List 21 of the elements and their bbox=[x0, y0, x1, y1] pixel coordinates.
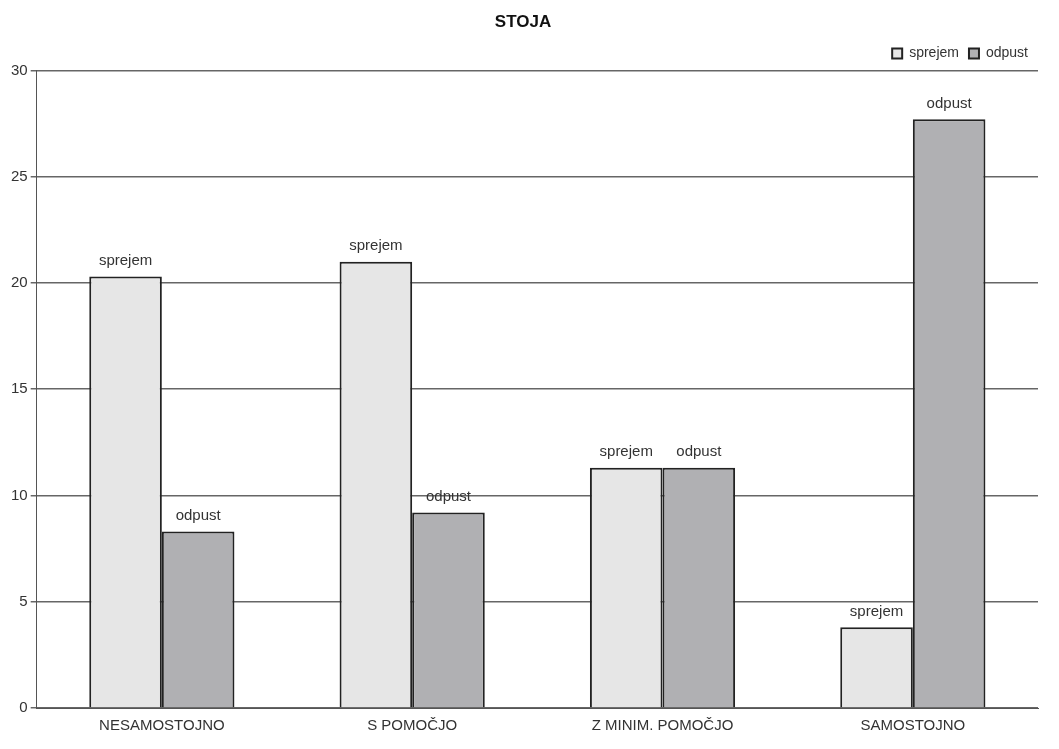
y-tick-label: 15 bbox=[11, 379, 28, 397]
text: odpust bbox=[175, 506, 221, 524]
legend-label: sprejem bbox=[909, 44, 959, 61]
y-tick-label: 20 bbox=[11, 273, 28, 291]
text: sprejem bbox=[599, 442, 653, 460]
text: sprejem bbox=[349, 236, 403, 254]
text: odpust bbox=[926, 93, 972, 111]
y-tick-label: 0 bbox=[19, 698, 28, 716]
y-tick-label: 10 bbox=[11, 485, 28, 503]
x-tick-label: S POMOČJO bbox=[367, 716, 458, 734]
legend-label: odpust bbox=[985, 44, 1029, 61]
text: sprejem bbox=[98, 251, 153, 269]
y-tick-label: 30 bbox=[11, 60, 28, 78]
x-tick-label: SAMOSTOJNO bbox=[860, 716, 966, 734]
x-tick-label: NESAMOSTOJNO bbox=[99, 716, 225, 734]
text: odpust bbox=[676, 442, 722, 460]
text: sprejem bbox=[849, 601, 904, 619]
chart-title: STOJA bbox=[494, 11, 552, 31]
y-tick-label: 25 bbox=[11, 166, 28, 184]
y-tick-label: 5 bbox=[19, 591, 28, 609]
x-tick-label: Z MINIM. POMOČJO bbox=[591, 716, 734, 734]
